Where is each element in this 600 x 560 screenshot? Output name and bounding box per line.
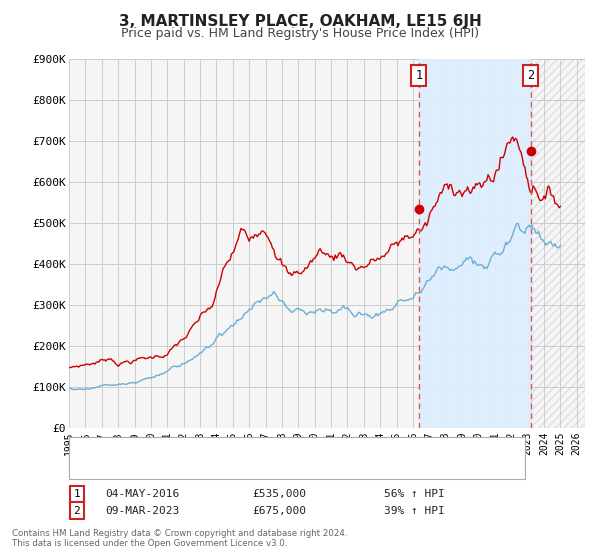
Text: 3, MARTINSLEY PLACE, OAKHAM, LE15 6JH (detached house): 3, MARTINSLEY PLACE, OAKHAM, LE15 6JH (d… [114, 444, 452, 454]
Bar [419, 59, 531, 428]
Text: 1: 1 [415, 69, 422, 82]
Text: 3, MARTINSLEY PLACE, OAKHAM, LE15 6JH: 3, MARTINSLEY PLACE, OAKHAM, LE15 6JH [119, 14, 481, 29]
Text: Contains HM Land Registry data © Crown copyright and database right 2024.: Contains HM Land Registry data © Crown c… [12, 529, 347, 538]
Text: ———: ——— [82, 442, 105, 455]
Text: 04-MAY-2016: 04-MAY-2016 [105, 489, 179, 499]
Text: 1: 1 [73, 489, 80, 499]
Text: 09-MAR-2023: 09-MAR-2023 [105, 506, 179, 516]
Text: £675,000: £675,000 [252, 506, 306, 516]
Text: £535,000: £535,000 [252, 489, 306, 499]
Text: HPI: Average price, detached house, Rutland: HPI: Average price, detached house, Rutl… [114, 463, 383, 473]
Text: 2: 2 [73, 506, 80, 516]
Text: 2: 2 [527, 69, 535, 82]
Text: ———: ——— [82, 462, 105, 475]
Text: 56% ↑ HPI: 56% ↑ HPI [384, 489, 445, 499]
Text: 39% ↑ HPI: 39% ↑ HPI [384, 506, 445, 516]
Bar [531, 59, 585, 428]
Text: Price paid vs. HM Land Registry's House Price Index (HPI): Price paid vs. HM Land Registry's House … [121, 27, 479, 40]
Text: This data is licensed under the Open Government Licence v3.0.: This data is licensed under the Open Gov… [12, 539, 287, 548]
